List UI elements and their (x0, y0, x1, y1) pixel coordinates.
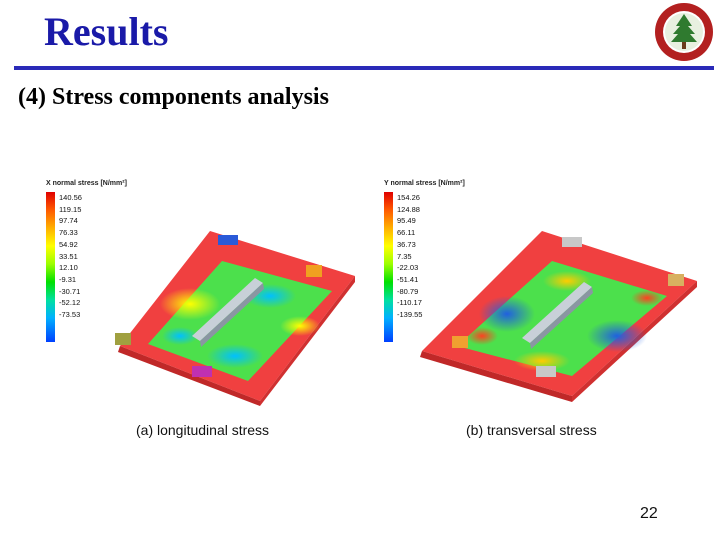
scale-value: 33.51 (59, 251, 78, 261)
scale-value: -139.55 (397, 310, 423, 320)
scale-value: 95.49 (397, 216, 416, 226)
color-scale-labels: 154.26 124.88 95.49 66.11 36.73 7.35 -22… (397, 192, 422, 321)
scale-value: 66.11 (397, 228, 416, 238)
scale-value: -22.03 (397, 263, 419, 273)
stress-contour-plot (420, 231, 697, 402)
scale-value: 7.35 (397, 251, 412, 261)
scale-value: 154.26 (397, 193, 420, 202)
scale-value: -30.71 (59, 286, 81, 296)
scale-value: -51.41 (397, 274, 419, 284)
slide-subtitle: (4) Stress components analysis (18, 84, 329, 110)
scale-value: -9.31 (59, 274, 77, 284)
scale-value: 119.15 (59, 204, 82, 214)
stress-contour-plot (115, 231, 355, 406)
slide-title: Results (44, 9, 169, 54)
university-logo (655, 3, 713, 61)
scale-value: -80.79 (397, 286, 419, 296)
scale-value: 76.33 (59, 228, 78, 238)
color-scale-bar (384, 192, 393, 342)
scale-value: -110.17 (397, 298, 422, 308)
scale-value: 140.56 (59, 193, 82, 202)
scale-value: -73.53 (59, 310, 81, 320)
page-number: 22 (640, 505, 658, 522)
color-scale-bar (46, 192, 55, 342)
figure-caption: (a) longitudinal stress (136, 422, 270, 438)
figure-caption: (b) transversal stress (466, 422, 597, 438)
figure-transversal: Y normal stress [N/mm²] 154.26 124.88 95… (372, 176, 712, 438)
scale-value: 36.73 (397, 239, 416, 249)
scale-value: 97.74 (59, 216, 78, 226)
scale-value: 124.88 (397, 204, 420, 214)
title-underline (14, 66, 714, 70)
legend-title: X normal stress [N/mm²] (46, 180, 127, 187)
legend-title: Y normal stress [N/mm²] (384, 180, 465, 187)
color-scale-labels: 140.56 119.15 97.74 76.33 54.92 33.51 12… (59, 192, 82, 321)
scale-value: -52.12 (59, 298, 81, 308)
figure-longitudinal: X normal stress [N/mm²] 140.56 119.15 97… (30, 176, 370, 438)
scale-value: 54.92 (59, 239, 78, 249)
scale-value: 12.10 (59, 263, 78, 273)
